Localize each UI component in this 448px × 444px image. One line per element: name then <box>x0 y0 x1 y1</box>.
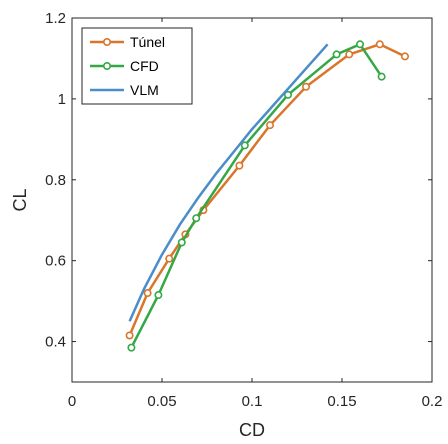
data-point-cfd <box>355 40 364 49</box>
data-point-t-nel <box>301 82 310 91</box>
data-point-t-nel <box>375 40 384 49</box>
y-tick-label: 0.8 <box>45 172 66 189</box>
y-tick-label: 0.4 <box>45 334 66 351</box>
y-tick-label: 1.2 <box>45 10 66 27</box>
x-axis-title: CD <box>239 420 265 440</box>
data-point-t-nel <box>235 161 244 170</box>
x-tick-label: 0.1 <box>242 393 263 410</box>
legend: Túnel CFD VLM <box>81 27 193 105</box>
data-point-cfd <box>332 50 341 59</box>
axis-ticks: 0 0.05 0.1 0.15 0.2 0.4 0.6 0.8 1 1.2 <box>45 10 442 410</box>
x-tick-label: 0.05 <box>147 393 176 410</box>
data-point-t-nel <box>345 50 354 59</box>
data-point-cfd <box>377 72 386 81</box>
data-point-t-nel <box>265 121 274 130</box>
data-point-cfd <box>192 214 201 223</box>
legend-marker-cfd <box>103 61 112 70</box>
data-point-cfd <box>283 90 292 99</box>
y-tick-label: 0.6 <box>45 253 66 270</box>
x-tick-label: 0.2 <box>422 393 443 410</box>
legend-label: VLM <box>130 82 159 98</box>
data-point-cfd <box>177 238 186 247</box>
data-point-t-nel <box>125 331 134 340</box>
data-point-t-nel <box>400 52 409 61</box>
x-tick-label: 0 <box>68 393 76 410</box>
legend-marker-t-nel <box>103 37 112 46</box>
data-point-cfd <box>127 343 136 352</box>
data-point-cfd <box>154 291 163 300</box>
series-line-vlm <box>128 43 329 322</box>
data-point-t-nel <box>165 254 174 263</box>
y-axis-title: CL <box>10 188 30 211</box>
series-layer <box>125 40 409 352</box>
data-point-t-nel <box>143 289 152 298</box>
legend-label: CFD <box>130 58 159 74</box>
legend-label: Túnel <box>130 34 165 50</box>
x-tick-label: 0.15 <box>327 393 356 410</box>
y-tick-label: 1 <box>58 91 66 108</box>
data-point-cfd <box>240 141 249 150</box>
